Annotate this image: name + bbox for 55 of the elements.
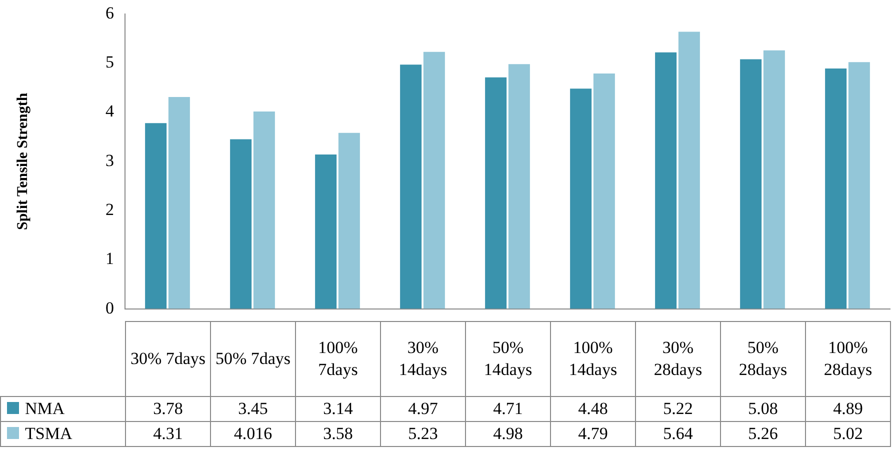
data-label: 4.79: [550, 422, 636, 446]
legend-label: TSMA: [0, 422, 126, 446]
data-label: 3.78: [126, 396, 210, 422]
data-label: 5.08: [720, 396, 806, 422]
data-label: 4.016: [210, 422, 296, 446]
bar: [825, 68, 847, 309]
data-label: 3.45: [210, 396, 296, 422]
data-label: 4.97: [380, 396, 466, 422]
bar: [593, 73, 615, 309]
y-tick-label: 0: [106, 298, 114, 318]
data-label: 5.22: [636, 396, 720, 422]
x-tick-label: 100% 7days: [296, 322, 380, 396]
y-tick-label: 3: [106, 150, 114, 170]
data-label: 4.71: [466, 396, 550, 422]
bar: [678, 32, 700, 309]
x-tick-label: 100% 28days: [806, 322, 890, 396]
bar: [168, 97, 190, 309]
data-label: 4.89: [806, 396, 890, 422]
data-label: 4.31: [126, 422, 210, 446]
y-tick-label: 1: [106, 249, 114, 268]
x-tick-label: 50% 7days: [210, 322, 296, 396]
legend-label: NMA: [0, 396, 126, 422]
data-label: 3.14: [296, 396, 380, 422]
y-tick-label: 6: [106, 3, 114, 22]
bar: [423, 52, 445, 309]
bar: [655, 52, 677, 309]
data-label: 5.26: [720, 422, 806, 446]
data-label: 4.98: [466, 422, 550, 446]
x-tick-label: 50% 28days: [720, 322, 806, 396]
data-label: 5.23: [380, 422, 466, 446]
data-label: 3.58: [296, 422, 380, 446]
x-tick-label: 30% 28days: [636, 322, 720, 396]
data-label: 4.48: [550, 396, 636, 422]
bar: [145, 123, 167, 309]
data-label: 5.02: [806, 422, 890, 446]
bar: [400, 64, 422, 309]
x-tick-label: 30% 7days: [126, 322, 210, 396]
bar: [570, 88, 592, 309]
x-tick-label: 50% 14days: [466, 322, 550, 396]
y-tick-label: 4: [106, 102, 114, 121]
y-tick-label: 5: [106, 52, 114, 72]
bar: [338, 132, 360, 309]
x-tick-label: 30% 14days: [380, 322, 466, 396]
y-tick-label: 2: [106, 200, 114, 219]
bar: [508, 64, 530, 309]
bar: [253, 111, 275, 309]
bar: [485, 77, 507, 309]
y-axis-title: Split Tensile Strength: [14, 92, 31, 230]
data-label: 5.64: [636, 422, 720, 446]
bar: [848, 62, 870, 309]
x-tick-label: 100% 14days: [550, 322, 636, 396]
bar: [230, 139, 252, 309]
bar: [740, 59, 762, 309]
bar: [315, 154, 337, 309]
bar: [763, 50, 785, 309]
